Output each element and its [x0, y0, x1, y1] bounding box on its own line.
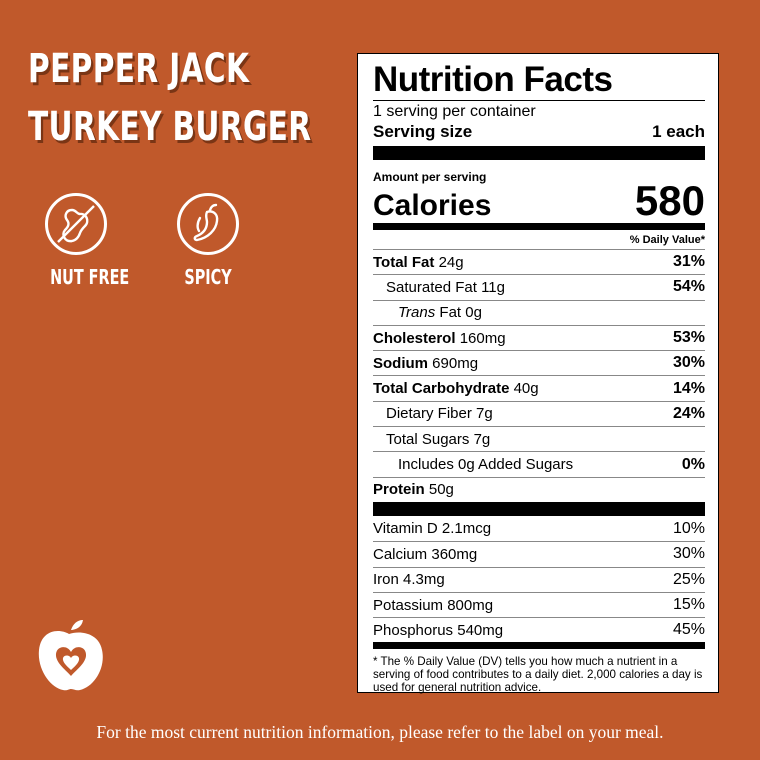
nutrient-amount: 24g [438, 253, 464, 271]
nutrient-name: Protein 50g [373, 481, 454, 498]
chili-pepper-icon [177, 193, 239, 255]
vitamin-name: Iron 4.3mg [373, 571, 445, 588]
badge-nut-free: NUT FREE [40, 193, 130, 289]
serving-size-label: Serving size [373, 122, 473, 141]
badge-spicy-label: SPICY [184, 265, 232, 289]
serving-size-row: Serving size 1 each [373, 122, 705, 142]
nutrient-amount: 160mg [459, 329, 506, 347]
nutrient-bold-name: Sodium [373, 354, 428, 372]
vitamin-label: Potassium [373, 596, 444, 614]
footer-note: For the most current nutrition informati… [96, 722, 664, 742]
nutrient-name: Dietary Fiber 7g [373, 405, 493, 422]
nutrient-italic-name: Trans [398, 304, 436, 322]
nutrient-amount: 7g [473, 430, 491, 448]
daily-value-header: % Daily Value* [629, 234, 705, 246]
vitamin-label: Phosphorus [373, 621, 454, 639]
nutrient-row: Total Sugars 7g [373, 426, 705, 451]
vitamin-amount: 800mg [447, 596, 494, 614]
vitamin-name: Phosphorus 540mg [373, 622, 503, 639]
nutrient-daily-value: 14% [672, 379, 705, 397]
nutrient-amount: 40g [513, 380, 539, 398]
daily-value-footnote: * The % Daily Value (DV) tells you how m… [373, 655, 703, 695]
calories-label: Calories [373, 189, 492, 222]
nutrient-name: Total Fat 24g [373, 254, 464, 271]
nutrient-daily-value: 54% [672, 278, 705, 296]
nutrient-row: Saturated Fat 11g 54% [373, 274, 705, 299]
nutrient-amount: 0g [465, 304, 482, 322]
nutrient-daily-value: 31% [672, 253, 705, 271]
nutrient-amount: 11g [481, 278, 505, 296]
calories-value: 580 [634, 177, 705, 224]
nutrient-bold-name: Protein [373, 481, 425, 499]
product-title: PEPPER JACK TURKEY BURGER [28, 40, 311, 156]
vitamin-name: Calcium 360mg [373, 546, 477, 563]
vitamin-daily-value: 15% [672, 596, 705, 613]
vitamin-amount: 360mg [431, 545, 478, 563]
nutrient-bold-name: Total Fat [373, 253, 435, 271]
nutrient-row: Total Fat 24g 31% [373, 249, 705, 274]
vitamin-label: Vitamin D [373, 520, 438, 538]
vitamin-label: Calcium [373, 545, 428, 563]
nutrient-name: Total Carbohydrate 40g [373, 380, 539, 397]
nutrient-daily-value: 30% [672, 354, 705, 372]
nutrient-name: Total Sugars 7g [373, 431, 490, 448]
nutrient-name: Cholesterol 160mg [373, 330, 506, 347]
vitamin-row: Calcium 360mg 30% [373, 541, 705, 566]
amount-per-serving: Amount per serving [373, 170, 487, 184]
vitamin-daily-value: 45% [672, 621, 705, 639]
nutrient-bold-name: Total Carbohydrate [373, 380, 510, 398]
nutrient-row: Total Carbohydrate 40g 14% [373, 375, 705, 400]
vitamin-name: Vitamin D 2.1mcg [373, 520, 491, 537]
nutrient-daily-value: 0% [681, 455, 705, 473]
nutrient-row: Includes 0g Added Sugars 0% [373, 451, 705, 476]
nutrient-daily-value: 24% [672, 404, 705, 422]
nutrient-row: Cholesterol 160mg 53% [373, 324, 705, 350]
nutrient-bold-name: Cholesterol [373, 329, 456, 347]
vitamin-label: Iron [373, 571, 399, 589]
vitamin-name: Potassium 800mg [373, 597, 493, 614]
nutrient-name: Includes 0g Added Sugars [373, 456, 573, 473]
vitamin-row: Iron 4.3mg 25% [373, 566, 705, 592]
nutrient-name: Sodium 690mg [373, 355, 478, 372]
nutrition-facts-panel: Nutrition Facts 1 serving per container … [357, 53, 719, 695]
calories-row: Calories 580 [373, 179, 705, 223]
vitamin-row: Phosphorus 540mg 45% [373, 617, 705, 642]
servings-per-container: 1 serving per container [373, 103, 536, 120]
nutrient-label: Total Sugars [386, 430, 470, 448]
nutrient-row: Dietary Fiber 7g 24% [373, 400, 705, 426]
vitamin-daily-value: 10% [672, 519, 705, 537]
vitamin-row: Vitamin D 2.1mcg 10% [373, 516, 705, 541]
nutrient-daily-value: 53% [672, 329, 705, 347]
badge-spicy: SPICY [172, 193, 244, 289]
apple-heart-icon [38, 620, 103, 691]
vitamin-amount: 2.1mcg [441, 520, 492, 538]
vitamin-daily-value: 30% [672, 545, 705, 563]
nutrient-amount: 7g [476, 405, 493, 423]
nutrient-amount: 690mg [432, 354, 479, 372]
nutrient-row: Trans Fat 0g [373, 299, 705, 325]
nutrient-name: Trans Fat 0g [373, 304, 482, 321]
nutrient-name: Saturated Fat 11g [373, 279, 505, 296]
nutrient-label: Includes 0g Added Sugars [398, 456, 574, 474]
badge-nut-free-label: NUT FREE [50, 265, 130, 289]
product-title-line-2: TURKEY BURGER [28, 104, 312, 150]
no-peanut-icon [45, 193, 107, 255]
nutrient-label: Dietary Fiber [386, 405, 472, 423]
nutrition-facts-title: Nutrition Facts [373, 60, 613, 99]
nutrient-amount: 50g [428, 481, 454, 499]
vitamin-amount: 540mg [457, 621, 504, 639]
nutrient-row: Protein 50g [373, 476, 705, 502]
nutrient-label: Fat [439, 304, 462, 322]
vitamin-daily-value: 25% [672, 570, 705, 588]
nutrient-label: Saturated Fat [386, 278, 477, 296]
vitamin-amount: 4.3mg [403, 571, 445, 589]
nutrient-row: Sodium 690mg 30% [373, 350, 705, 375]
product-title-line-1: PEPPER JACK [28, 46, 250, 92]
serving-size-value: 1 each [652, 122, 705, 141]
vitamin-row: Potassium 800mg 15% [373, 591, 705, 617]
